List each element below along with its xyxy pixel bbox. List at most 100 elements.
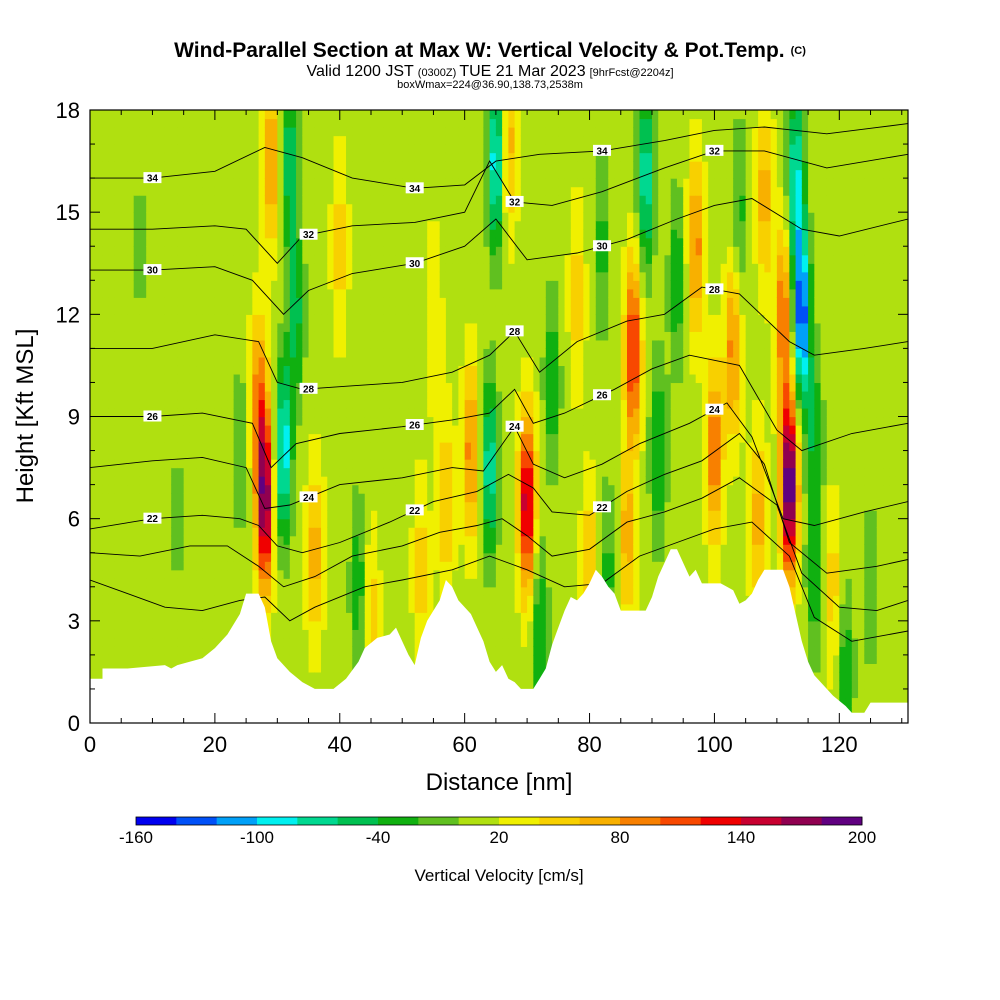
- field-cell: [96, 484, 104, 494]
- field-cell: [483, 271, 491, 281]
- field-cell: [458, 356, 466, 367]
- field-cell: [189, 144, 197, 154]
- field-cell: [233, 263, 241, 273]
- field-cell: [470, 178, 478, 188]
- field-cell: [458, 382, 466, 392]
- field-cell: [271, 603, 278, 613]
- field-cell: [346, 595, 353, 605]
- field-cell: [108, 561, 116, 571]
- field-cell: [395, 450, 403, 460]
- field-cell: [189, 365, 197, 375]
- field-cell: [327, 118, 335, 128]
- field-cell: [439, 390, 447, 401]
- field-cell: [283, 399, 291, 409]
- field-cell: [464, 476, 472, 486]
- field-cell: [420, 373, 428, 384]
- field-cell: [314, 373, 322, 384]
- field-cell: [102, 586, 110, 596]
- field-cell: [264, 280, 272, 290]
- field-cell: [233, 416, 241, 426]
- field-cell: [171, 552, 179, 562]
- field-cell: [364, 246, 372, 256]
- field-cell: [427, 314, 435, 324]
- field-cell: [90, 229, 97, 239]
- field-cell: [414, 569, 422, 579]
- field-cell: [271, 212, 278, 222]
- field-cell: [445, 220, 453, 230]
- field-cell: [414, 612, 422, 622]
- field-cell: [258, 476, 266, 486]
- chart-title: Wind-Parallel Section at Max W: Vertical…: [174, 39, 806, 62]
- field-cell: [333, 544, 341, 554]
- field-cell: [252, 390, 260, 401]
- field-cell: [502, 544, 509, 554]
- field-cell: [177, 331, 185, 341]
- field-cell: [283, 186, 291, 196]
- field-cell: [252, 178, 260, 188]
- field-cell: [377, 484, 385, 494]
- field-cell: [502, 271, 509, 281]
- field-cell: [214, 186, 222, 196]
- field-cell: [146, 110, 154, 120]
- field-cell: [177, 450, 185, 460]
- field-cell: [152, 144, 160, 154]
- field-cell: [233, 118, 241, 128]
- field-cell: [514, 237, 522, 247]
- field-cell: [246, 322, 253, 332]
- field-cell: [321, 484, 328, 494]
- field-cell: [420, 271, 428, 281]
- field-cell: [327, 348, 335, 358]
- field-cell: [352, 263, 360, 273]
- field-cell: [383, 365, 391, 375]
- field-cell: [302, 663, 310, 673]
- field-cell: [339, 263, 347, 273]
- field-cell: [164, 118, 172, 128]
- field-cell: [90, 493, 97, 503]
- field-cell: [402, 501, 410, 511]
- field-cell: [221, 620, 228, 630]
- field-cell: [183, 544, 191, 554]
- field-cell: [127, 501, 135, 511]
- field-cell: [227, 144, 235, 154]
- field-cell: [420, 203, 428, 213]
- field-cell: [283, 518, 291, 528]
- field-cell: [252, 229, 260, 239]
- field-cell: [171, 186, 179, 196]
- field-cell: [108, 220, 116, 230]
- field-cell: [90, 476, 97, 486]
- field-cell: [283, 280, 291, 290]
- field-cell: [358, 459, 366, 469]
- field-cell: [308, 144, 316, 154]
- field-cell: [271, 288, 278, 298]
- field-cell: [439, 127, 447, 137]
- field-cell: [420, 476, 428, 486]
- field-cell: [121, 314, 129, 324]
- field-cell: [470, 416, 478, 426]
- field-cell: [377, 237, 385, 247]
- field-cell: [321, 671, 328, 682]
- field-cell: [377, 518, 385, 528]
- field-cell: [420, 297, 428, 307]
- field-cell: [158, 254, 166, 264]
- field-cell: [189, 237, 197, 247]
- field-cell: [308, 578, 316, 588]
- field-cell: [352, 152, 360, 162]
- field-cell: [233, 484, 241, 494]
- field-cell: [489, 407, 497, 418]
- field-cell: [289, 629, 297, 639]
- field-cell: [414, 637, 422, 647]
- field-cell: [114, 561, 122, 571]
- field-cell: [183, 356, 191, 367]
- field-cell: [439, 476, 447, 486]
- field-cell: [252, 220, 260, 230]
- field-cell: [146, 654, 154, 664]
- field-cell: [258, 161, 266, 171]
- field-cell: [514, 578, 522, 588]
- field-cell: [277, 212, 285, 222]
- field-cell: [177, 271, 185, 281]
- field-cell: [308, 178, 316, 188]
- field-cell: [377, 544, 385, 554]
- field-cell: [321, 527, 328, 537]
- field-cell: [152, 467, 160, 477]
- field-cell: [483, 527, 491, 537]
